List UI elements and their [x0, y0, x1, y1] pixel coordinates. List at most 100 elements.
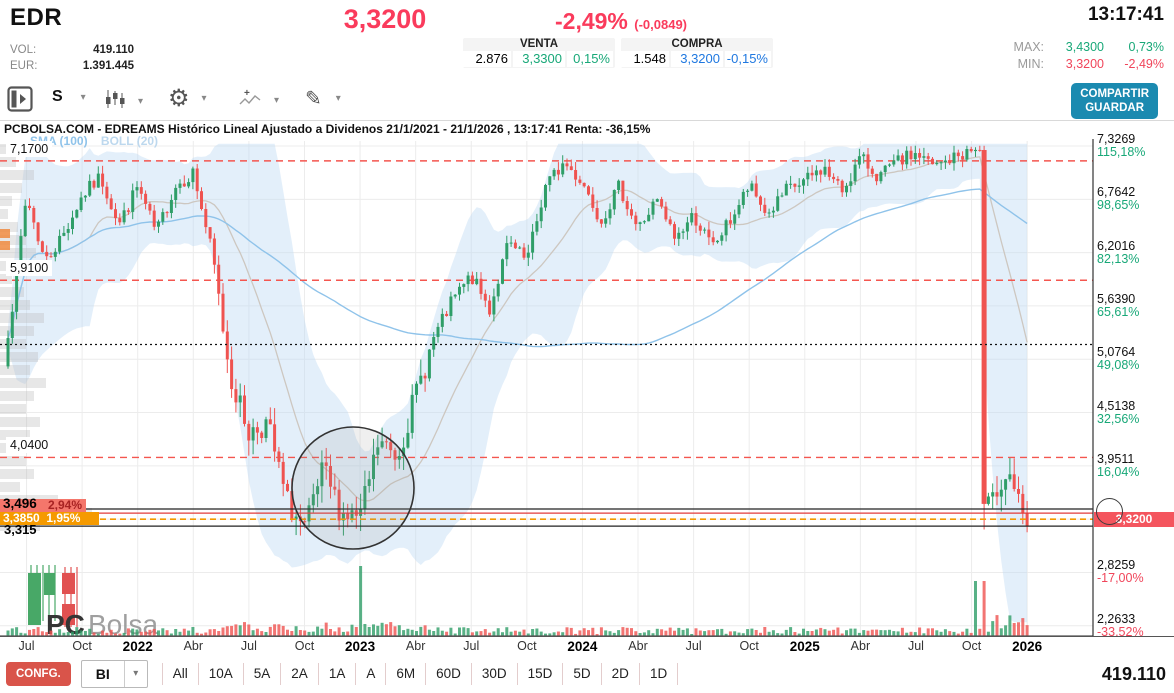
settings-button[interactable]: ⚙ ▾ [168, 84, 207, 113]
ask-panel[interactable]: VENTA 2.876 3,3300 0,15% [463, 38, 615, 68]
x-axis-label: Jul [18, 639, 35, 653]
range-button-6M[interactable]: 6M [386, 663, 427, 685]
x-axis-label: Abr [628, 639, 648, 653]
x-axis-label: 2025 [789, 639, 820, 654]
level-price-3: 3,315 [4, 522, 37, 538]
x-axis-label: 2024 [567, 639, 598, 654]
timeframe-value: S [52, 88, 63, 105]
range-button-1D[interactable]: 1D [640, 663, 679, 685]
range-button-60D[interactable]: 60D [426, 663, 472, 685]
price-chart[interactable]: PC Bolsa PCBOLSA.COM - EDREAMS Histórico … [0, 120, 1174, 657]
left-price-label: 7,1700 [6, 140, 53, 157]
x-axis-label: 2022 [122, 639, 153, 654]
gear-icon: ⚙ [168, 85, 190, 112]
scale-value: BI [82, 661, 125, 687]
alert-level-badge: 2,94% [0, 498, 86, 512]
ask-price: 3,3300 [513, 51, 565, 67]
min-label: MIN: [1017, 57, 1044, 71]
pencil-icon: ✎ [305, 88, 322, 110]
candlestick-icon [104, 89, 126, 114]
range-button-5A[interactable]: 5A [244, 663, 282, 685]
range-button-2A[interactable]: 2A [281, 663, 319, 685]
max-price: 3,4300 [1065, 40, 1104, 54]
eur-label: EUR: [10, 60, 38, 72]
range-button-2D[interactable]: 2D [602, 663, 640, 685]
share-save-button[interactable]: COMPARTIR GUARDAR [1071, 83, 1158, 119]
right-axis-label: 2,8259 -17,00% [1097, 558, 1144, 586]
chart-title: PCBOLSA.COM - EDREAMS Histórico Lineal A… [4, 122, 651, 136]
circle-annotation-small[interactable] [1096, 498, 1123, 525]
eur-value: 1.391.445 [82, 60, 134, 72]
x-axis-label: 2026 [1012, 639, 1043, 654]
right-axis-label: 6,2016 82,13% [1097, 238, 1140, 266]
scale-selector[interactable]: BI ▾ [80, 660, 148, 688]
max-min-panel: MAX: 3,4300 0,73% MIN: 3,3200 -2,49% [1006, 40, 1164, 71]
toolbar: S ▾ ▾ ⚙ ▾ + ▾ ✎ ▾ COMPARTIR GUARDAR [0, 80, 1174, 120]
chevron-down-icon: ▾ [138, 96, 144, 107]
range-button-15D[interactable]: 15D [518, 663, 564, 685]
x-axis-label: Jul [240, 639, 257, 653]
bid-percent: -0,15% [725, 51, 771, 67]
right-axis-label: 3,9511 16,04% [1097, 451, 1140, 479]
x-axis-label: Oct [294, 639, 315, 653]
ask-percent: 0,15% [567, 51, 613, 67]
range-button-All[interactable]: All [161, 663, 199, 685]
svg-text:+: + [244, 88, 250, 99]
left-price-label: 4,0400 [6, 437, 53, 454]
x-axis-label: Jul [463, 639, 480, 653]
chevron-down-icon: ▾ [274, 95, 280, 106]
price-chart-canvas[interactable]: PC Bolsa [0, 121, 1174, 656]
config-button[interactable]: CONFG. [6, 662, 71, 686]
x-axis-label: Abr [183, 639, 204, 653]
vol-value: 419.110 [93, 44, 134, 56]
range-button-5D[interactable]: 5D [563, 663, 602, 685]
range-button-1A[interactable]: 1A [319, 663, 357, 685]
bottom-bar: CONFG. BI ▾ All 10A 5A 2A 1A A 6M 60D 30D 15D 5D 2D… [0, 655, 1174, 693]
volume-row: VOL: [10, 40, 36, 58]
bid-price: 3,3200 [671, 51, 723, 67]
range-button-30D[interactable]: 30D [472, 663, 518, 685]
vol-label: VOL: [10, 44, 37, 56]
max-percent: 0,73% [1128, 40, 1164, 54]
panels-icon [7, 86, 33, 117]
right-axis-label: 6,7642 98,65% [1097, 185, 1140, 213]
pcbolsa-logo: PC Bolsa [28, 565, 158, 640]
level-price-1: 3,496 [3, 495, 37, 511]
clock: 13:17:41 [1087, 4, 1164, 25]
x-axis-label: Oct [961, 639, 982, 653]
ask-label: VENTA [519, 38, 559, 50]
range-button-A[interactable]: A [356, 663, 387, 685]
bid-panel[interactable]: COMPRA 1.548 3,3200 -0,15% [621, 38, 773, 68]
x-axis-label: Jul [685, 639, 702, 653]
chevron-down-icon: ▾ [201, 93, 207, 104]
session-volume: 419.110 [1101, 664, 1166, 684]
draw-button[interactable]: ✎ ▾ [305, 86, 341, 111]
right-axis-label: 2,2633 -33,52% [1097, 611, 1144, 639]
symbol: EDR [10, 4, 63, 31]
range-button-10A[interactable]: 10A [199, 663, 244, 685]
panels-button[interactable] [7, 86, 33, 117]
x-axis-label: Abr [405, 639, 426, 653]
timeframe-selector[interactable]: S ▾ [52, 88, 86, 106]
alert-level-badge-orange: 3,3850 1,95% [0, 511, 99, 525]
header: EDR VOL: 419.110 EUR: 1.391.445 3,3200 -… [0, 0, 1174, 80]
chart-type-selector[interactable]: ▾ [104, 89, 143, 114]
right-axis-label: 5,6390 65,61% [1097, 291, 1140, 319]
range-buttons: All 10A 5A 2A 1A A 6M 60D 30D 15D 5D 2D 1D [161, 662, 679, 686]
legend-boll: BOLL (20) [100, 134, 159, 148]
indicators-button[interactable]: + ▾ [238, 88, 279, 113]
min-percent: -2,49% [1124, 57, 1164, 71]
x-axis-label: Oct [517, 639, 537, 653]
right-axis-label: 7,3269 115,18% [1097, 132, 1146, 159]
x-axis: Jul Oct 2022 Abr Jul Oct 2023 Abr Jul Oct 2024 Abr J… [0, 636, 1174, 656]
x-axis-label: Abr [850, 639, 871, 653]
x-axis-label: Oct [739, 639, 759, 653]
right-axis-label: 4,5138 32,56% [1097, 398, 1140, 426]
min-price: 3,3200 [1065, 57, 1104, 71]
x-axis-label: Oct [72, 639, 92, 653]
right-axis-label: 5,0764 49,08% [1097, 345, 1140, 373]
bid-label: COMPRA [671, 38, 723, 50]
x-axis-label: 2023 [345, 639, 376, 654]
eur-row: EUR: [10, 56, 37, 74]
add-indicator-icon: + [238, 88, 262, 113]
